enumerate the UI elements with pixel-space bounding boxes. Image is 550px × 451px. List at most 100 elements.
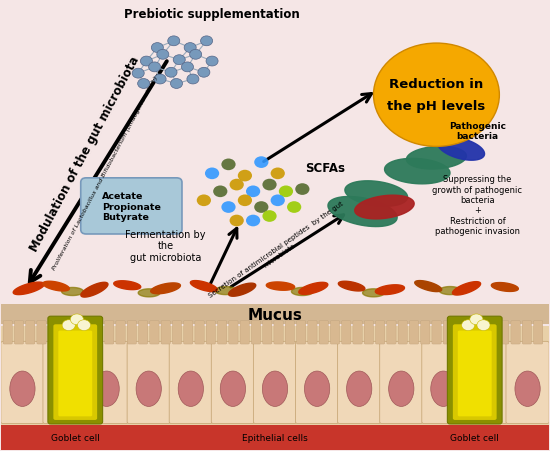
Polygon shape bbox=[81, 283, 108, 297]
Polygon shape bbox=[328, 197, 397, 227]
Circle shape bbox=[271, 168, 285, 180]
FancyBboxPatch shape bbox=[59, 321, 69, 344]
Circle shape bbox=[70, 314, 84, 325]
Circle shape bbox=[373, 44, 499, 147]
FancyBboxPatch shape bbox=[432, 321, 441, 344]
FancyBboxPatch shape bbox=[443, 321, 453, 344]
Polygon shape bbox=[229, 284, 256, 297]
Polygon shape bbox=[114, 281, 141, 290]
FancyBboxPatch shape bbox=[319, 321, 328, 344]
Circle shape bbox=[198, 68, 210, 78]
Circle shape bbox=[213, 186, 227, 198]
Text: SCFAs: SCFAs bbox=[305, 161, 345, 175]
Polygon shape bbox=[151, 283, 180, 294]
Circle shape bbox=[287, 202, 301, 213]
Polygon shape bbox=[362, 289, 384, 297]
Polygon shape bbox=[438, 138, 485, 161]
Circle shape bbox=[254, 157, 268, 169]
Text: Acetate
Propionate
Butyrate: Acetate Propionate Butyrate bbox=[102, 192, 161, 221]
Ellipse shape bbox=[431, 371, 456, 406]
FancyBboxPatch shape bbox=[58, 331, 92, 416]
Polygon shape bbox=[355, 196, 414, 219]
Circle shape bbox=[197, 195, 211, 207]
Ellipse shape bbox=[305, 371, 329, 406]
Polygon shape bbox=[375, 285, 404, 295]
Ellipse shape bbox=[346, 371, 372, 406]
Text: Fermentation by
the
gut microbiota: Fermentation by the gut microbiota bbox=[125, 229, 206, 262]
Polygon shape bbox=[215, 287, 236, 295]
FancyBboxPatch shape bbox=[82, 321, 91, 344]
FancyBboxPatch shape bbox=[127, 321, 136, 344]
FancyBboxPatch shape bbox=[139, 321, 148, 344]
Polygon shape bbox=[13, 282, 45, 295]
FancyBboxPatch shape bbox=[184, 321, 193, 344]
FancyBboxPatch shape bbox=[466, 321, 475, 344]
FancyBboxPatch shape bbox=[398, 321, 408, 344]
Ellipse shape bbox=[52, 371, 77, 406]
FancyBboxPatch shape bbox=[161, 321, 170, 344]
FancyBboxPatch shape bbox=[37, 321, 46, 344]
Circle shape bbox=[254, 202, 268, 213]
FancyBboxPatch shape bbox=[240, 321, 249, 344]
Circle shape bbox=[470, 314, 483, 325]
FancyBboxPatch shape bbox=[477, 321, 486, 344]
FancyBboxPatch shape bbox=[353, 321, 362, 344]
FancyBboxPatch shape bbox=[2, 327, 548, 425]
FancyBboxPatch shape bbox=[342, 321, 351, 344]
Ellipse shape bbox=[178, 371, 204, 406]
Ellipse shape bbox=[262, 371, 288, 406]
FancyBboxPatch shape bbox=[14, 321, 24, 344]
Text: Pathogenic
bacteria: Pathogenic bacteria bbox=[449, 122, 506, 141]
FancyBboxPatch shape bbox=[522, 321, 531, 344]
FancyBboxPatch shape bbox=[217, 321, 227, 344]
FancyBboxPatch shape bbox=[71, 321, 80, 344]
FancyBboxPatch shape bbox=[48, 317, 103, 424]
Polygon shape bbox=[299, 283, 328, 295]
Polygon shape bbox=[292, 288, 313, 296]
Circle shape bbox=[184, 43, 196, 53]
Polygon shape bbox=[62, 288, 84, 296]
FancyBboxPatch shape bbox=[116, 321, 125, 344]
Ellipse shape bbox=[136, 371, 161, 406]
Circle shape bbox=[279, 186, 293, 198]
Circle shape bbox=[148, 63, 161, 73]
FancyBboxPatch shape bbox=[511, 321, 520, 344]
Circle shape bbox=[168, 37, 180, 46]
FancyBboxPatch shape bbox=[308, 321, 317, 344]
FancyBboxPatch shape bbox=[421, 321, 430, 344]
Circle shape bbox=[140, 57, 152, 67]
FancyBboxPatch shape bbox=[274, 321, 283, 344]
FancyBboxPatch shape bbox=[254, 341, 296, 423]
Text: Goblet cell: Goblet cell bbox=[450, 433, 499, 442]
Circle shape bbox=[173, 55, 185, 65]
Circle shape bbox=[187, 75, 199, 85]
FancyBboxPatch shape bbox=[488, 321, 498, 344]
Circle shape bbox=[138, 79, 150, 89]
Polygon shape bbox=[43, 281, 69, 291]
FancyBboxPatch shape bbox=[379, 341, 423, 423]
FancyBboxPatch shape bbox=[2, 304, 548, 325]
FancyBboxPatch shape bbox=[296, 321, 306, 344]
FancyBboxPatch shape bbox=[206, 321, 216, 344]
Ellipse shape bbox=[515, 371, 540, 406]
Circle shape bbox=[295, 184, 310, 195]
Circle shape bbox=[229, 215, 244, 227]
FancyBboxPatch shape bbox=[295, 341, 339, 423]
Polygon shape bbox=[190, 281, 217, 292]
FancyBboxPatch shape bbox=[229, 321, 238, 344]
Circle shape bbox=[221, 159, 235, 171]
FancyBboxPatch shape bbox=[338, 341, 381, 423]
Polygon shape bbox=[338, 281, 365, 291]
Text: Mucus: Mucus bbox=[248, 307, 302, 322]
Text: Goblet cell: Goblet cell bbox=[51, 433, 100, 442]
FancyBboxPatch shape bbox=[464, 341, 507, 423]
FancyBboxPatch shape bbox=[251, 321, 261, 344]
Ellipse shape bbox=[389, 371, 414, 406]
Polygon shape bbox=[345, 181, 408, 207]
FancyBboxPatch shape bbox=[262, 321, 272, 344]
FancyBboxPatch shape bbox=[127, 341, 170, 423]
Circle shape bbox=[238, 195, 252, 207]
Ellipse shape bbox=[221, 371, 245, 406]
Circle shape bbox=[157, 50, 169, 60]
Circle shape bbox=[170, 79, 183, 89]
